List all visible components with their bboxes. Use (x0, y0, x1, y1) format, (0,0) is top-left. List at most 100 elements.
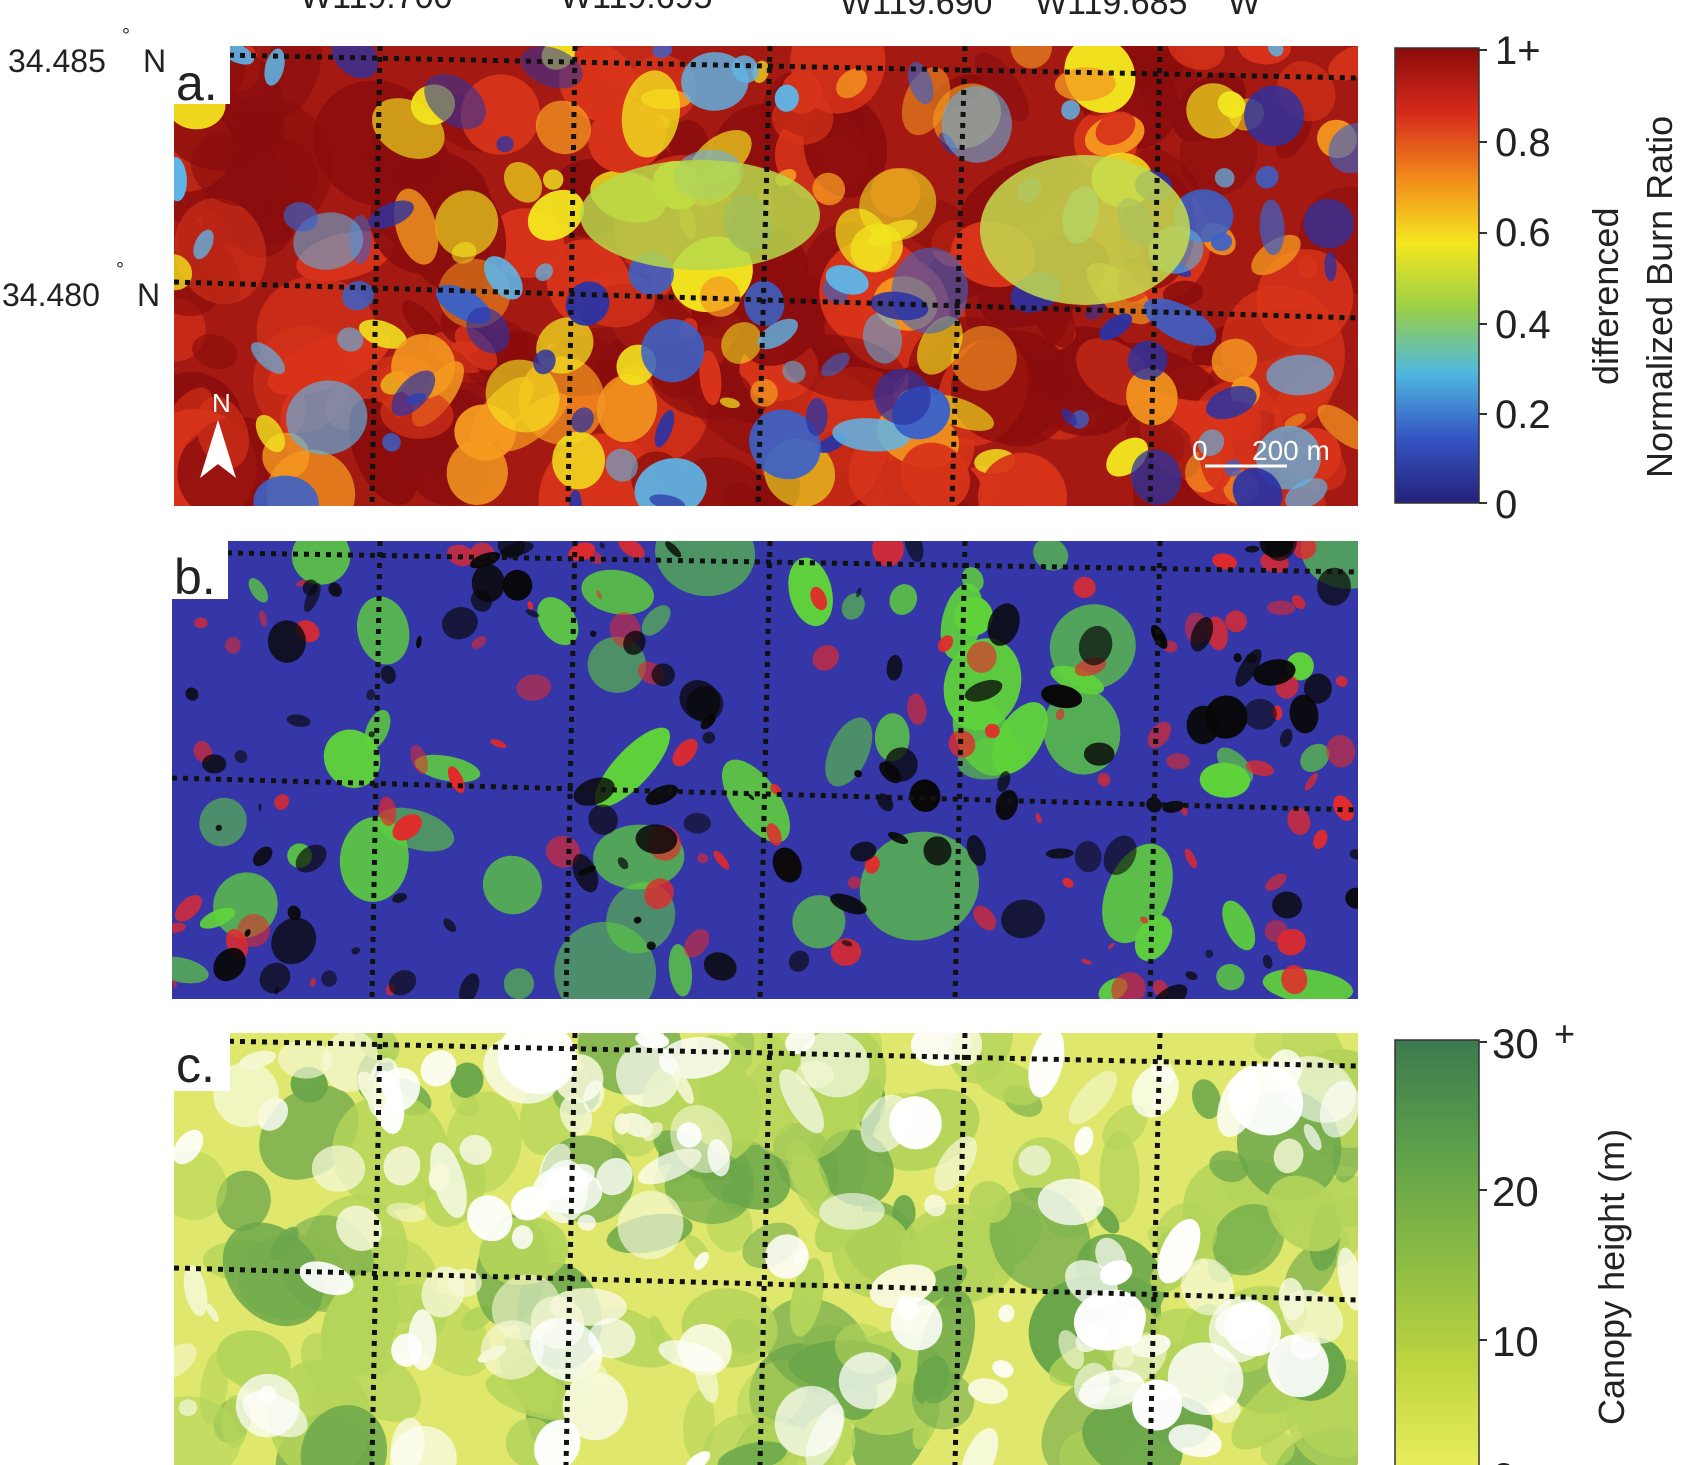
raster-patch (836, 68, 868, 99)
raster-patch (1292, 594, 1306, 610)
raster-patch (1084, 302, 1106, 320)
raster-patch (1108, 942, 1115, 950)
raster-patch (421, 1266, 465, 1318)
raster-patch (951, 325, 1017, 391)
lon-label: W (1228, 0, 1260, 22)
raster-patch (172, 956, 209, 984)
raster-patch (649, 1316, 665, 1346)
raster-patch (968, 1378, 1009, 1404)
panel-a: a. N 0 200 m (173, 45, 1359, 507)
raster-patch (789, 1257, 825, 1337)
raster-patch (772, 847, 802, 883)
raster-patch (174, 254, 193, 291)
raster-patch (873, 368, 931, 425)
raster-patch (658, 1340, 723, 1372)
canopy-ticks (1479, 1041, 1487, 1341)
raster-patch (1078, 1369, 1144, 1410)
canopy-tick-label: 20 (1492, 1168, 1539, 1215)
raster-patch (987, 603, 1020, 646)
raster-patch (585, 1359, 610, 1392)
raster-patch (961, 567, 984, 592)
raster-patch (1037, 1178, 1104, 1226)
raster-patch (323, 729, 381, 788)
raster-patch (1303, 1123, 1322, 1151)
raster-patch (264, 48, 285, 86)
raster-patch (1211, 233, 1233, 251)
raster-patch (565, 281, 610, 326)
raster-patch (966, 641, 997, 673)
raster-patch (978, 452, 1067, 506)
raster-patch (392, 893, 407, 903)
raster-patch (1181, 1258, 1234, 1316)
raster-patch (428, 1162, 450, 1192)
raster-patch (614, 1113, 630, 1135)
raster-patch (884, 747, 918, 782)
raster-patch (577, 1214, 596, 1231)
raster-patch (1243, 698, 1277, 730)
dnbr-tick-label: 0.4 (1495, 303, 1551, 347)
raster-patch (485, 359, 560, 433)
raster-patch (183, 1265, 208, 1317)
raster-patch (973, 905, 997, 931)
raster-patch (562, 1372, 628, 1441)
raster-patch (222, 1222, 324, 1327)
raster-patch (649, 494, 685, 506)
raster-patch (699, 350, 722, 406)
raster-patch (541, 1160, 589, 1224)
raster-patch (805, 1403, 845, 1465)
lat-label-value: 34.480 (2, 277, 100, 313)
raster-patch (459, 1134, 492, 1166)
raster-patch (617, 1190, 684, 1260)
raster-patch (642, 1122, 663, 1142)
raster-patch (416, 635, 422, 649)
raster-patch (424, 73, 486, 130)
raster-patch (856, 587, 862, 598)
raster-patch (1246, 760, 1274, 777)
raster-patch (1251, 234, 1301, 276)
raster-patch (1150, 624, 1168, 649)
raster-patch (420, 1050, 457, 1087)
raster-patch (192, 334, 238, 370)
raster-patch (383, 1146, 421, 1186)
raster-patch (766, 823, 782, 846)
raster-patch (1224, 459, 1242, 477)
raster-patch (500, 541, 534, 557)
raster-patch (1061, 408, 1078, 426)
raster-patch (1328, 123, 1358, 174)
raster-patch (194, 617, 208, 629)
raster-patch (997, 771, 1011, 792)
raster-patch (850, 841, 877, 862)
raster-patch (1214, 168, 1235, 188)
dnbr-tick-label: 0.8 (1495, 121, 1551, 165)
raster-patch (215, 824, 223, 832)
raster-patch (1282, 1289, 1344, 1344)
raster-patch (1324, 251, 1337, 282)
raster-patch (984, 723, 1000, 739)
raster-patch (1222, 900, 1256, 951)
raster-patch (502, 569, 533, 601)
raster-patch (571, 407, 594, 433)
dnbr-tick-label: 1+ (1495, 29, 1541, 73)
raster-patch (1292, 541, 1317, 560)
raster-patch (174, 387, 213, 449)
raster-patch (490, 739, 507, 748)
raster-patch (1058, 1330, 1085, 1370)
lat-label-value: 34.485 (8, 43, 106, 79)
raster-patch (291, 541, 351, 585)
raster-patch (1212, 1204, 1285, 1276)
raster-patch (274, 986, 280, 995)
raster-patch (253, 475, 319, 506)
raster-patch (527, 189, 585, 241)
raster-patch (782, 360, 806, 383)
canopy-tick-label: 30 (1492, 1020, 1539, 1067)
raster-patch (859, 168, 937, 241)
raster-patch (788, 950, 810, 972)
raster-patch (665, 541, 682, 558)
raster-patch (904, 541, 924, 563)
raster-patch (596, 374, 658, 443)
raster-patch (907, 693, 927, 726)
raster-patch (1317, 567, 1351, 606)
raster-patch (1068, 1070, 1118, 1125)
raster-patch (471, 564, 505, 603)
raster-patch (310, 977, 316, 987)
